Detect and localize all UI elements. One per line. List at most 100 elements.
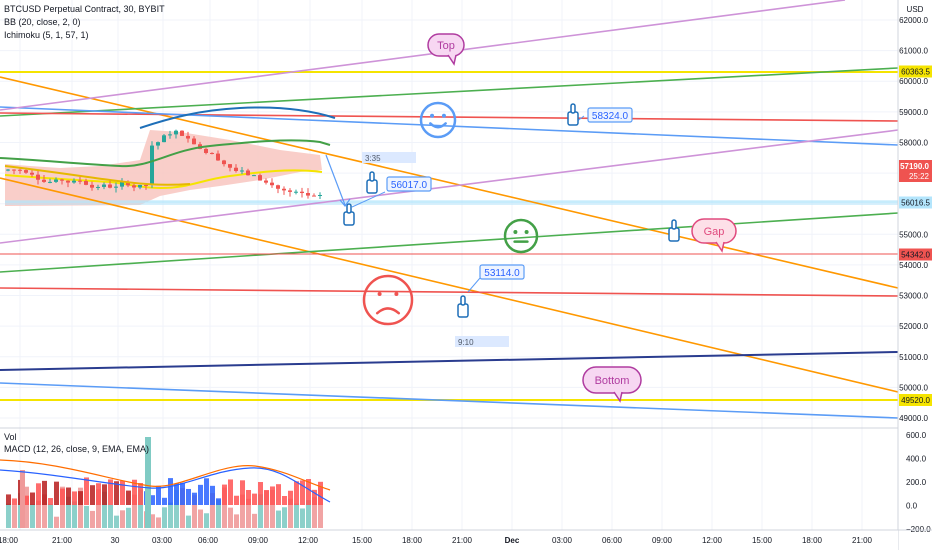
callout-gap: Gap: [691, 218, 737, 253]
cloud-line-yellow: [4, 169, 323, 190]
volume-bar: [210, 493, 215, 528]
time-box-b: 9:10: [455, 336, 509, 347]
pointing-hand-icon-palm: [366, 179, 378, 194]
candle-body: [66, 180, 70, 183]
volume-bar: [54, 516, 59, 528]
macd-histogram-bar: [108, 479, 113, 505]
bar-countdown-label: 25:22: [909, 172, 930, 181]
time-tick-label: 09:00: [652, 536, 673, 545]
candle-body: [132, 185, 136, 188]
candle-body: [108, 184, 112, 188]
current-price-bg: [899, 160, 932, 182]
volume-bar: [12, 505, 17, 528]
time-tick-label: 06:00: [602, 536, 623, 545]
candle-body: [216, 153, 220, 161]
callout-top-tail: [447, 54, 457, 66]
candle-body: [150, 145, 154, 186]
cloud-area: [5, 130, 322, 206]
macd-histogram-bar: [162, 497, 167, 505]
bb-legend[interactable]: BB (20, close, 2, 0): [4, 17, 81, 27]
price-tick-label: 51000.0: [899, 353, 928, 362]
sad-face-icon: [362, 274, 414, 326]
neutral-face-icon-outline: [503, 218, 539, 254]
volume-bar: [6, 503, 11, 528]
macd-legend[interactable]: MACD (12, 26, close, 9, EMA, EMA): [4, 444, 150, 454]
price-label-bg: [899, 196, 932, 209]
sad-face-icon-outline: [362, 274, 414, 326]
red-support: [0, 287, 899, 297]
happy-face-icon: [419, 101, 457, 139]
callout-top: Top: [427, 33, 465, 66]
price-level-label: 60363.5: [901, 68, 930, 77]
bb-lower-segment: [4, 165, 191, 186]
volume-bar: [138, 489, 143, 528]
volume-bar: [216, 499, 221, 528]
candle-body: [228, 164, 232, 168]
volume-bar: [90, 510, 95, 528]
signal-line: [0, 459, 331, 491]
purple-trend-upper: [0, 0, 846, 111]
callout-bottom-text: Bottom: [595, 375, 630, 387]
sad-face-icon-mouth: [375, 307, 401, 315]
pointing-hand-icon: [366, 171, 378, 194]
candle-body: [60, 179, 64, 181]
candle-body: [192, 138, 196, 145]
macd-histogram-bar: [264, 490, 269, 505]
macd-histogram-bar: [120, 480, 125, 505]
volume-bar: [306, 500, 311, 528]
time-tick-label: 06:00: [198, 536, 219, 545]
macd-histogram-bar: [252, 493, 257, 505]
candle-body: [312, 195, 316, 197]
vol-legend[interactable]: Vol: [4, 432, 17, 442]
volume-bar: [246, 498, 251, 528]
note-58324-box: [587, 107, 633, 123]
callout-top-shape: [427, 33, 465, 57]
volume-bar: [30, 504, 35, 528]
callout-gap-tail: [715, 241, 725, 253]
time-axis: 18:00 21:00 30 03:00 06:00 09:00 12:00 15:00 18:…: [0, 529, 932, 550]
candle-body: [258, 175, 262, 181]
projection-arrow: [325, 154, 346, 206]
candle-body: [30, 172, 34, 175]
time-tick-label: Dec: [505, 536, 520, 545]
volume-bar: [42, 494, 47, 528]
happy-face-icon-eye: [430, 113, 435, 118]
volume-bar: [168, 502, 173, 528]
candle-body: [102, 184, 106, 187]
candle-body: [72, 180, 76, 183]
volume-bar: [174, 489, 179, 528]
macd-histogram-bar: [318, 481, 323, 505]
pointing-hand-icon-palm: [668, 227, 680, 242]
pointing-hand-icon-palm: [457, 303, 469, 318]
ichimoku-legend[interactable]: Ichimoku (5, 1, 57, 1): [4, 30, 89, 40]
bb-upper: [139, 106, 336, 129]
volume-bar: [96, 489, 101, 528]
callout-gap-text: Gap: [704, 226, 725, 238]
candle-body: [186, 135, 190, 139]
time-tick-label: 03:00: [552, 536, 573, 545]
time-tick-label: 15:00: [752, 536, 773, 545]
note-56017-box: [386, 176, 432, 192]
orange-channel-upper: [0, 76, 899, 289]
axis-bg: [898, 0, 932, 550]
pointing-hand-icon-finger: [570, 103, 576, 114]
macd-histogram-bar: [174, 483, 179, 505]
candle-body: [18, 169, 22, 171]
pointing-hand-icon: [567, 103, 579, 126]
candle-body: [168, 134, 172, 136]
price-tick-label: 62000.0: [899, 16, 928, 25]
sad-face-icon-eye: [377, 292, 382, 296]
price-label-bg: [899, 248, 932, 261]
volume-bar: [48, 504, 53, 528]
macd-histogram-bar: [132, 479, 137, 505]
candle-body: [276, 185, 280, 189]
macd-histogram-bar: [288, 490, 293, 505]
price-tick-label: 50000.0: [899, 383, 928, 392]
symbol-title[interactable]: BTCUSD Perpetual Contract, 30, BYBIT: [4, 4, 165, 14]
volume-bar: [252, 513, 257, 528]
green-trend-lower: [0, 212, 899, 273]
bb-basis: [0, 139, 331, 168]
volume-bar: [180, 488, 185, 528]
macd-histogram-bar: [312, 489, 317, 505]
